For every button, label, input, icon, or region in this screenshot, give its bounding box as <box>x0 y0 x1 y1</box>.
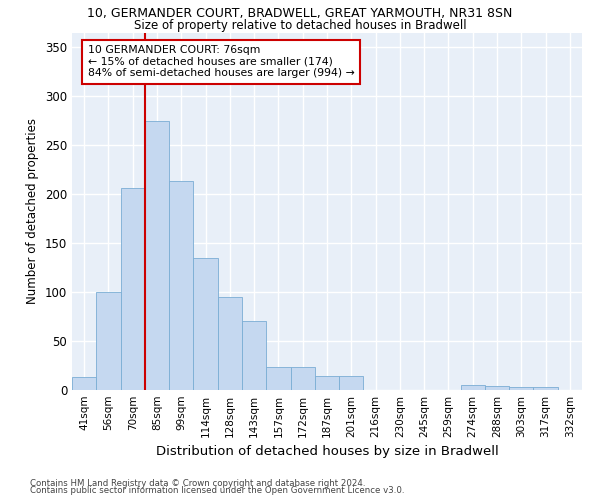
Bar <box>121 188 145 390</box>
Text: 10 GERMANDER COURT: 76sqm
← 15% of detached houses are smaller (174)
84% of semi: 10 GERMANDER COURT: 76sqm ← 15% of detac… <box>88 45 355 78</box>
Bar <box>533 387 558 390</box>
Bar <box>193 258 218 390</box>
Bar <box>218 297 242 390</box>
Text: Size of property relative to detached houses in Bradwell: Size of property relative to detached ho… <box>134 19 466 32</box>
Bar <box>96 292 121 390</box>
Y-axis label: Number of detached properties: Number of detached properties <box>26 118 40 304</box>
Text: Contains HM Land Registry data © Crown copyright and database right 2024.: Contains HM Land Registry data © Crown c… <box>30 478 365 488</box>
Bar <box>266 368 290 390</box>
Text: Contains public sector information licensed under the Open Government Licence v3: Contains public sector information licen… <box>30 486 404 495</box>
Bar <box>242 322 266 390</box>
Bar <box>339 376 364 390</box>
X-axis label: Distribution of detached houses by size in Bradwell: Distribution of detached houses by size … <box>155 446 499 458</box>
Bar <box>461 385 485 390</box>
Bar <box>315 376 339 390</box>
Bar <box>169 182 193 390</box>
Bar <box>290 368 315 390</box>
Bar <box>72 378 96 390</box>
Bar <box>145 120 169 390</box>
Bar <box>485 386 509 390</box>
Text: 10, GERMANDER COURT, BRADWELL, GREAT YARMOUTH, NR31 8SN: 10, GERMANDER COURT, BRADWELL, GREAT YAR… <box>88 8 512 20</box>
Bar <box>509 387 533 390</box>
